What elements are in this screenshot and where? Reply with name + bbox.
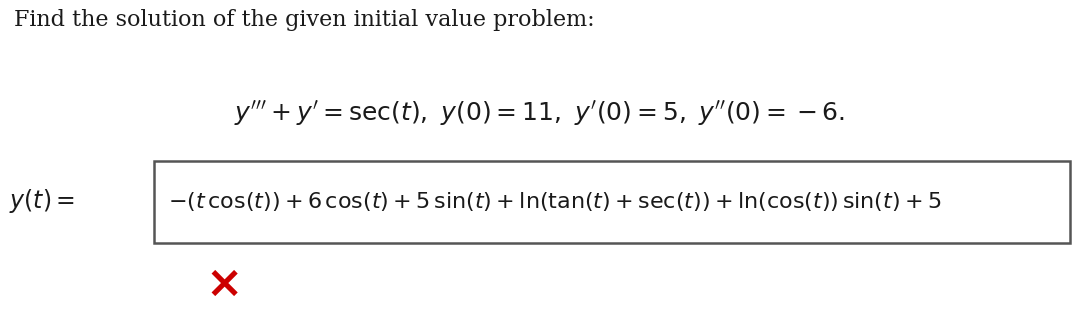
Text: $\mathbf{\times}$: $\mathbf{\times}$ (204, 263, 239, 306)
Text: Find the solution of the given initial value problem:: Find the solution of the given initial v… (14, 9, 595, 31)
Text: $y(t) =$: $y(t) =$ (9, 188, 75, 215)
Text: $y''' + y' = \sec(t),\ y(0) = 11,\ y'(0) = 5,\ y''(0) = -6.$: $y''' + y' = \sec(t),\ y(0) = 11,\ y'(0)… (234, 99, 846, 128)
Text: $-(t\,\cos(t)) + 6\,\cos(t) + 5\,\sin(t) + \ln(\tan(t) + \sec(t)) + \ln(\cos(t)): $-(t\,\cos(t)) + 6\,\cos(t) + 5\,\sin(t)… (168, 190, 942, 213)
FancyBboxPatch shape (154, 161, 1070, 243)
